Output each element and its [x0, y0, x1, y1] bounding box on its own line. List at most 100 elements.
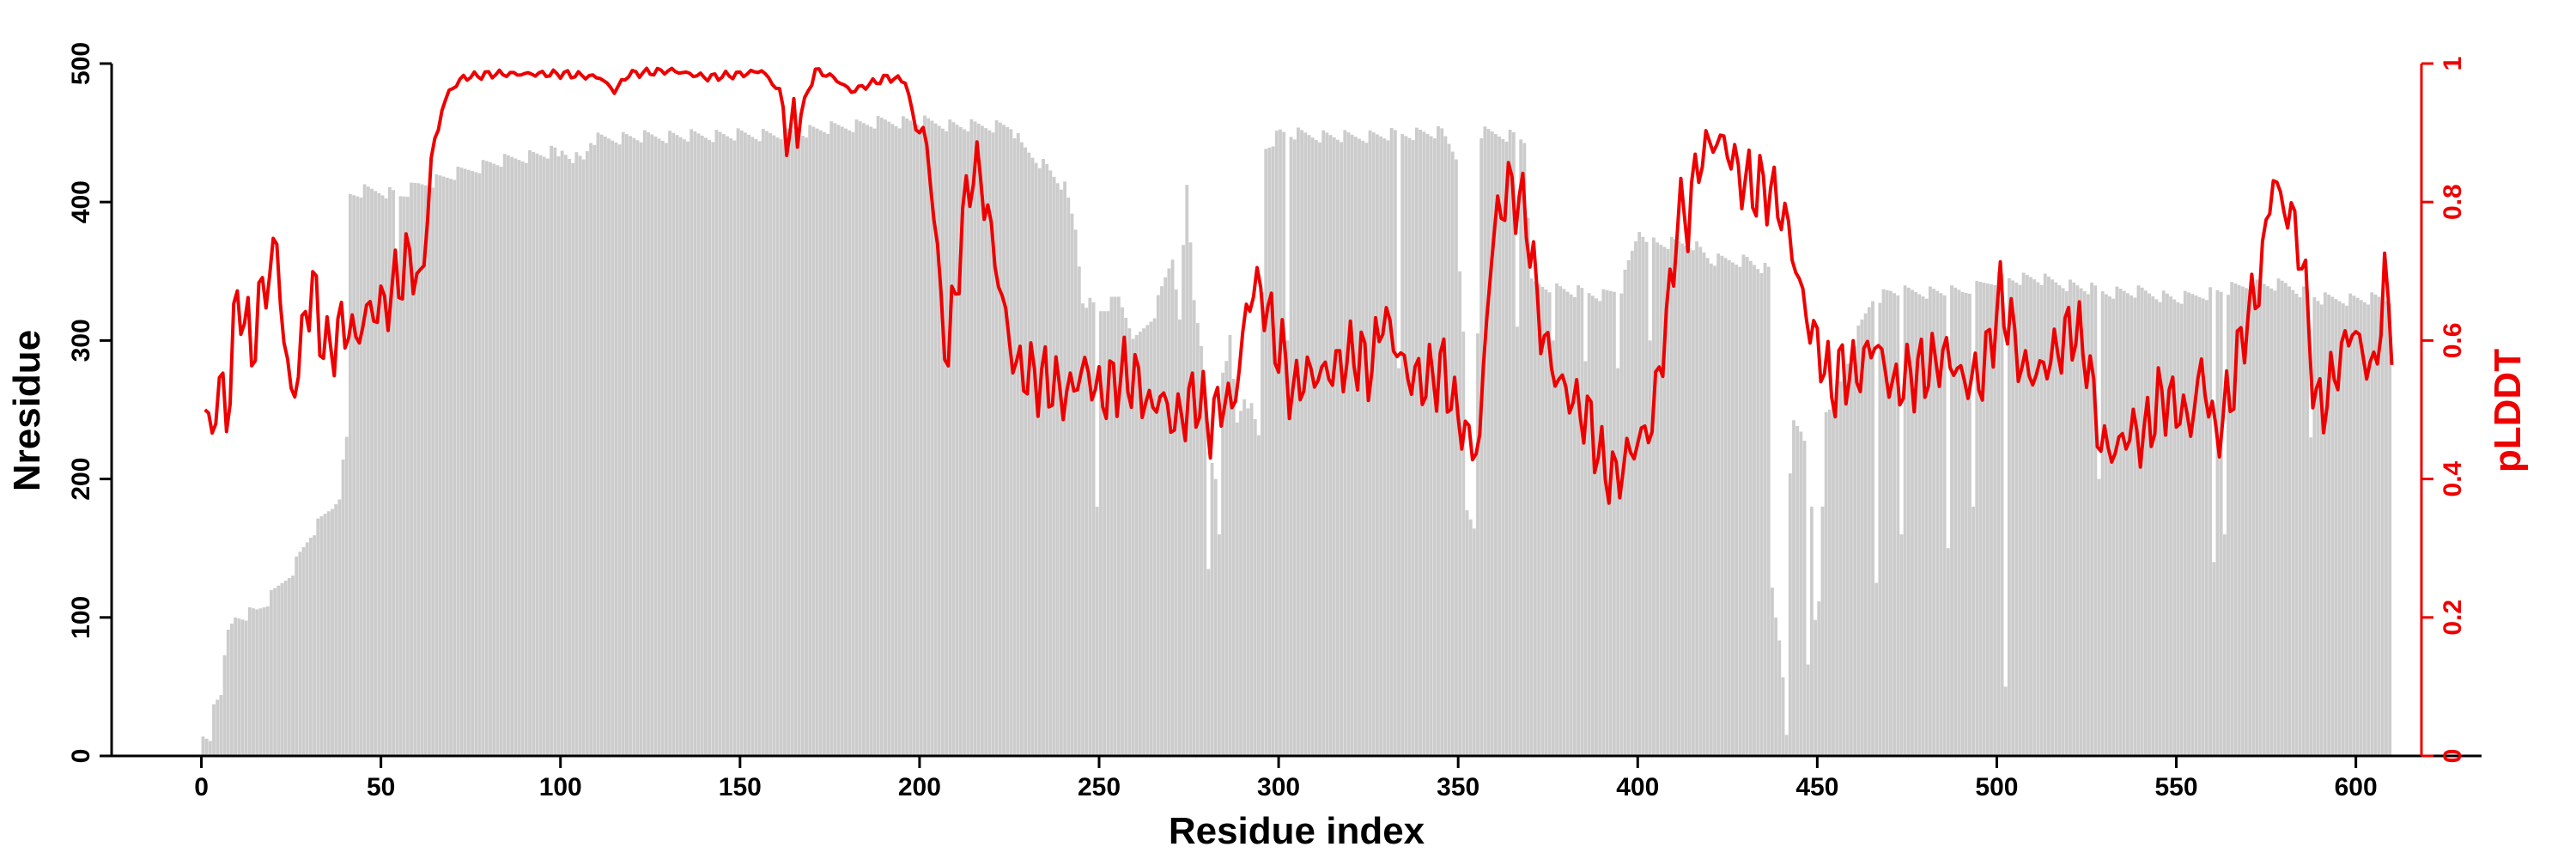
coverage-bar [851, 131, 855, 756]
coverage-bar [2194, 295, 2198, 756]
coverage-bar [958, 126, 963, 757]
coverage-bar [1091, 302, 1096, 756]
coverage-bar [258, 608, 263, 756]
coverage-bar [815, 128, 819, 757]
coverage-bar [326, 511, 331, 756]
coverage-bar [1450, 151, 1455, 756]
coverage-bar [1116, 296, 1121, 756]
coverage-bar [2100, 291, 2105, 756]
coverage-bar [449, 179, 453, 756]
coverage-bar [1935, 290, 1940, 756]
coverage-bar [1896, 295, 1900, 757]
coverage-bar [1174, 289, 1178, 757]
coverage-bar [1134, 334, 1139, 756]
coverage-bar [2355, 297, 2360, 757]
coverage-bar [1814, 619, 1818, 756]
coverage-bar [1788, 473, 1792, 756]
coverage-bar [2359, 300, 2363, 756]
coverage-bar [919, 127, 923, 757]
coverage-bar [1906, 287, 1911, 756]
coverage-bar [2373, 294, 2378, 756]
coverage-bar [434, 174, 439, 756]
coverage-bar [937, 125, 941, 757]
coverage-bar [1034, 162, 1038, 756]
coverage-bar [1911, 289, 1914, 757]
coverage-bar [639, 142, 643, 757]
coverage-bar [1139, 332, 1142, 756]
coverage-bar [2197, 296, 2202, 756]
coverage-bar [700, 135, 704, 756]
coverage-bar [1914, 291, 1918, 757]
coverage-bar [1253, 418, 1257, 756]
coverage-bar [2093, 285, 2098, 757]
coverage-bar [912, 122, 916, 757]
coverage-bar [2262, 283, 2266, 757]
coverage-bar [1127, 328, 1132, 756]
right-y-tick-label: 0.4 [2439, 460, 2467, 497]
coverage-bar [1472, 528, 1476, 756]
coverage-bar [431, 187, 435, 757]
coverage-bar [1221, 372, 1225, 756]
coverage-bar [686, 141, 690, 757]
coverage-bar [532, 151, 536, 757]
coverage-bar [650, 134, 654, 756]
coverage-bar [309, 537, 313, 756]
coverage-bar [1160, 286, 1163, 756]
coverage-bar [1274, 131, 1279, 756]
coverage-bar [1389, 128, 1394, 757]
coverage-bar [800, 135, 805, 756]
coverage-bar [647, 131, 650, 756]
coverage-bar [1777, 640, 1782, 756]
coverage-bar [1037, 168, 1042, 757]
coverage-bar [1832, 406, 1835, 756]
coverage-bar [219, 695, 223, 756]
coverage-bar [704, 137, 708, 756]
coverage-bar [1680, 243, 1685, 756]
coverage-bar [1103, 311, 1107, 756]
coverage-bar [563, 155, 568, 756]
coverage-bar [398, 196, 403, 757]
coverage-bars [201, 115, 2392, 757]
coverage-bar [1404, 136, 1408, 757]
coverage-bar [1713, 265, 1716, 756]
coverage-bar [2306, 289, 2309, 756]
coverage-bar [930, 120, 934, 756]
coverage-bar [1856, 325, 1861, 756]
coverage-bar [1415, 127, 1419, 756]
coverage-bar [323, 514, 327, 756]
coverage-bar [2341, 303, 2345, 757]
coverage-bar [1745, 257, 1749, 757]
coverage-bar [866, 125, 870, 756]
right-y-axis-title: pLDDT [2487, 349, 2529, 472]
coverage-bar [2287, 286, 2292, 757]
coverage-bar [546, 158, 550, 757]
coverage-bar [1483, 126, 1487, 756]
coverage-bar [2039, 284, 2044, 756]
coverage-bar [1522, 143, 1527, 756]
coverage-bar [1921, 296, 1925, 756]
coverage-bar [1167, 268, 1171, 756]
coverage-bar [1820, 506, 1825, 756]
coverage-bar [805, 137, 808, 756]
coverage-bar [2363, 302, 2366, 756]
coverage-bar [1185, 185, 1189, 757]
coverage-bar [2140, 287, 2144, 756]
coverage-bar [283, 580, 288, 756]
coverage-bar [528, 149, 532, 756]
coverage-bar [1437, 125, 1440, 756]
coverage-bar [797, 133, 801, 757]
coverage-bar [1795, 425, 1800, 756]
coverage-bar [1095, 506, 1099, 756]
coverage-bar [581, 159, 586, 756]
coverage-bar [951, 122, 956, 756]
coverage-bar [247, 606, 252, 756]
coverage-bar [1763, 262, 1767, 756]
coverage-bar [2176, 302, 2180, 756]
coverage-bar [1501, 138, 1505, 757]
coverage-bar [708, 139, 712, 756]
coverage-bar [1644, 241, 1649, 756]
coverage-bar [1267, 147, 1272, 757]
coverage-bar [2087, 294, 2090, 756]
coverage-bar [1045, 164, 1049, 757]
coverage-bar [1731, 262, 1735, 757]
